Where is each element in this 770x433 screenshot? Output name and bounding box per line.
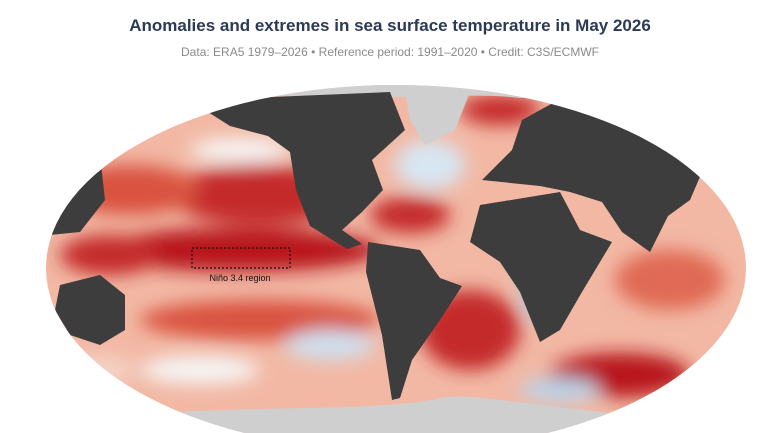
north-america: [200, 92, 405, 249]
greenland: [405, 92, 470, 145]
africa: [470, 192, 612, 342]
south-america: [366, 242, 462, 400]
antarctica: [120, 396, 680, 433]
region-label: Niño 3.4 region: [209, 273, 270, 283]
map: [46, 85, 746, 433]
map-subtitle: Data: ERA5 1979–2026 • Reference period:…: [181, 45, 599, 59]
australia: [55, 275, 125, 345]
map-title: Anomalies and extremes in sea surface te…: [129, 16, 651, 35]
nino-region-box: [191, 247, 291, 269]
